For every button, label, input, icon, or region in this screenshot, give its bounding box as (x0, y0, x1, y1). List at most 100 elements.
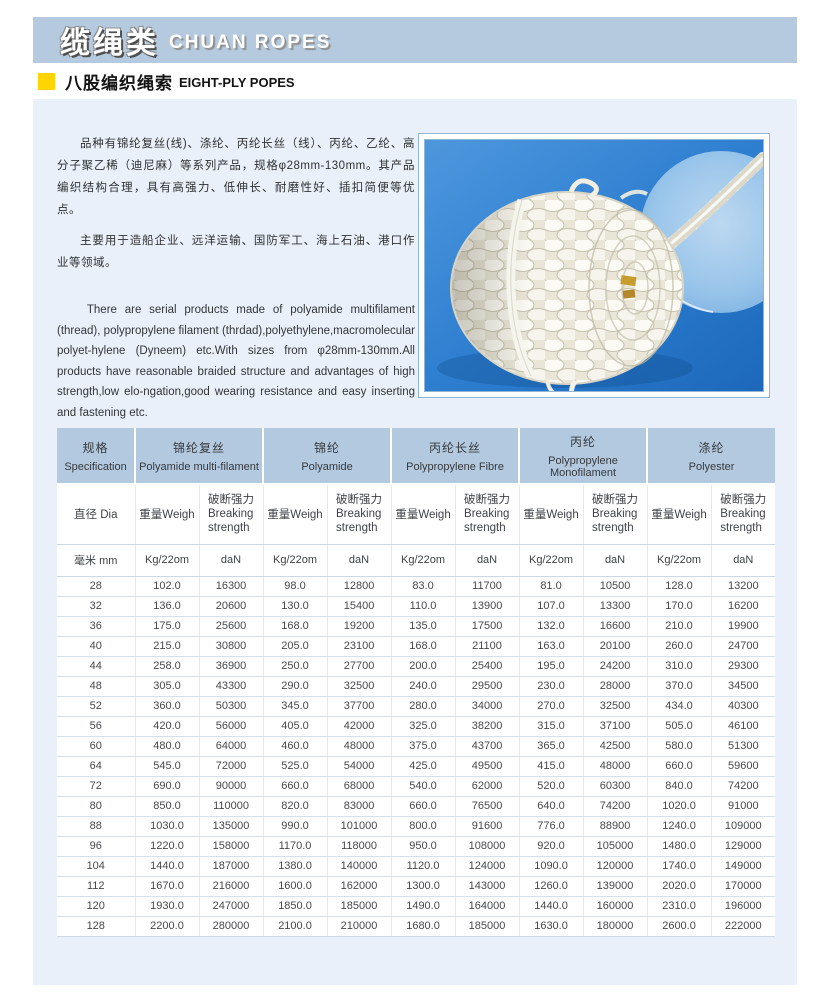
value-cell: 2600.0 (647, 916, 712, 937)
unit-weight: Kg/22om (391, 544, 456, 577)
col-group-polypropylene-fibre: 丙纶长丝 Polypropylene Fibre (391, 428, 521, 485)
value-cell: 46100 (711, 716, 776, 737)
diameter-cell: 120 (57, 896, 136, 917)
value-cell: 230.0 (519, 676, 584, 697)
value-cell: 135.0 (391, 616, 456, 637)
table-row: 128 2200.0 280000 2100.0 210000 1680.0 185000 1… (57, 916, 776, 937)
group-header-row: 规格 Specification 锦纶复丝 Polyamide multi-fi… (57, 428, 776, 485)
value-cell: 1030.0 (135, 816, 200, 837)
value-cell: 158000 (199, 836, 264, 857)
value-cell: 135000 (199, 816, 264, 837)
diameter-cell: 64 (57, 756, 136, 777)
diameter-cell: 72 (57, 776, 136, 797)
group-label-en: Polypropylene Fibre (406, 460, 504, 473)
value-cell: 1260.0 (519, 876, 584, 897)
value-cell: 29500 (455, 676, 520, 697)
value-cell: 19900 (711, 616, 776, 637)
value-cell: 60300 (583, 776, 648, 797)
col-group-polyester: 涤纶 Polyester (647, 428, 776, 485)
value-cell: 30800 (199, 636, 264, 657)
value-cell: 2310.0 (647, 896, 712, 917)
value-cell: 520.0 (519, 776, 584, 797)
value-cell: 88900 (583, 816, 648, 837)
diameter-cell: 128 (57, 916, 136, 937)
spec-table: 规格 Specification 锦纶复丝 Polyamide multi-fi… (57, 428, 776, 937)
value-cell: 23100 (327, 636, 392, 657)
value-cell: 175.0 (135, 616, 200, 637)
group-label-zh: 丙纶 (570, 434, 597, 449)
value-cell: 43700 (455, 736, 520, 757)
value-cell: 315.0 (519, 716, 584, 737)
value-cell: 139000 (583, 876, 648, 897)
value-cell: 21100 (455, 636, 520, 657)
table-row: 56 420.0 56000 405.0 42000 325.0 38200 315.0 371… (57, 716, 776, 737)
breaking-strength-label: 破断强力 Breaking strength (464, 494, 511, 535)
table-row: 52 360.0 50300 345.0 37700 280.0 34000 270.0 325… (57, 696, 776, 717)
value-cell: 24200 (583, 656, 648, 677)
value-cell: 13900 (455, 596, 520, 617)
value-cell: 540.0 (391, 776, 456, 797)
value-cell: 140000 (327, 856, 392, 877)
value-cell: 1090.0 (519, 856, 584, 877)
unit-dan: daN (327, 544, 392, 577)
intro-zh-paragraph-1: 品种有锦纶复丝(线)、涤纶、丙纶长丝（线）、丙纶、乙纶、高分子聚乙稀（迪尼麻）等… (57, 138, 415, 216)
value-cell: 130.0 (263, 596, 328, 617)
value-cell: 258.0 (135, 656, 200, 677)
value-cell: 10500 (583, 576, 648, 597)
value-cell: 19200 (327, 616, 392, 637)
value-cell: 20600 (199, 596, 264, 617)
unit-dan: daN (199, 544, 264, 577)
table-body: 28 102.0 16300 98.0 12800 83.0 11700 81.0 10500 1… (57, 576, 776, 937)
table-row: 120 1930.0 247000 1850.0 185000 1490.0 164000 1… (57, 896, 776, 917)
section-bullet-icon (38, 72, 55, 90)
value-cell: 38200 (455, 716, 520, 737)
value-cell: 118000 (327, 836, 392, 857)
value-cell: 128.0 (647, 576, 712, 597)
value-cell: 1600.0 (263, 876, 328, 897)
group-label-zh: 规格 (82, 440, 109, 455)
value-cell: 168.0 (263, 616, 328, 637)
value-cell: 850.0 (135, 796, 200, 817)
value-cell: 660.0 (263, 776, 328, 797)
value-cell: 83.0 (391, 576, 456, 597)
value-cell: 215.0 (135, 636, 200, 657)
value-cell: 110000 (199, 796, 264, 817)
value-cell: 1440.0 (135, 856, 200, 877)
group-label-zh: 锦纶 (314, 440, 341, 455)
diameter-cell: 44 (57, 656, 136, 677)
value-cell: 164000 (455, 896, 520, 917)
catalog-page: 缆绳类 CHUAN ROPES 八股编织绳索 EIGHT-PLY POPES 品… (33, 0, 797, 985)
value-cell: 185000 (327, 896, 392, 917)
value-cell: 15400 (327, 596, 392, 617)
value-cell: 370.0 (647, 676, 712, 697)
value-cell: 800.0 (391, 816, 456, 837)
value-cell: 91000 (711, 796, 776, 817)
value-cell: 990.0 (263, 816, 328, 837)
diameter-cell: 60 (57, 736, 136, 757)
value-cell: 325.0 (391, 716, 456, 737)
value-cell: 56000 (199, 716, 264, 737)
value-cell: 580.0 (647, 736, 712, 757)
value-cell: 405.0 (263, 716, 328, 737)
value-cell: 13300 (583, 596, 648, 617)
table-row: 60 480.0 64000 460.0 48000 375.0 43700 365.0 425… (57, 736, 776, 757)
value-cell: 950.0 (391, 836, 456, 857)
table-row: 36 175.0 25600 168.0 19200 135.0 17500 132.0 166… (57, 616, 776, 637)
value-cell: 64000 (199, 736, 264, 757)
value-cell: 48000 (583, 756, 648, 777)
subheader-breaking: 破断强力 Breaking strength (455, 484, 520, 545)
value-cell: 91600 (455, 816, 520, 837)
value-cell: 98.0 (263, 576, 328, 597)
value-cell: 28000 (583, 676, 648, 697)
banner-title-zh: 缆绳类 (60, 27, 159, 60)
value-cell: 32500 (327, 676, 392, 697)
col-group-polypropylene-monofilament: 丙纶 Polypropylene Monofilament (519, 428, 649, 485)
value-cell: 205.0 (263, 636, 328, 657)
value-cell: 525.0 (263, 756, 328, 777)
diameter-cell: 36 (57, 616, 136, 637)
value-cell: 210.0 (647, 616, 712, 637)
value-cell: 280000 (199, 916, 264, 937)
value-cell: 415.0 (519, 756, 584, 777)
value-cell: 345.0 (263, 696, 328, 717)
value-cell: 195.0 (519, 656, 584, 677)
